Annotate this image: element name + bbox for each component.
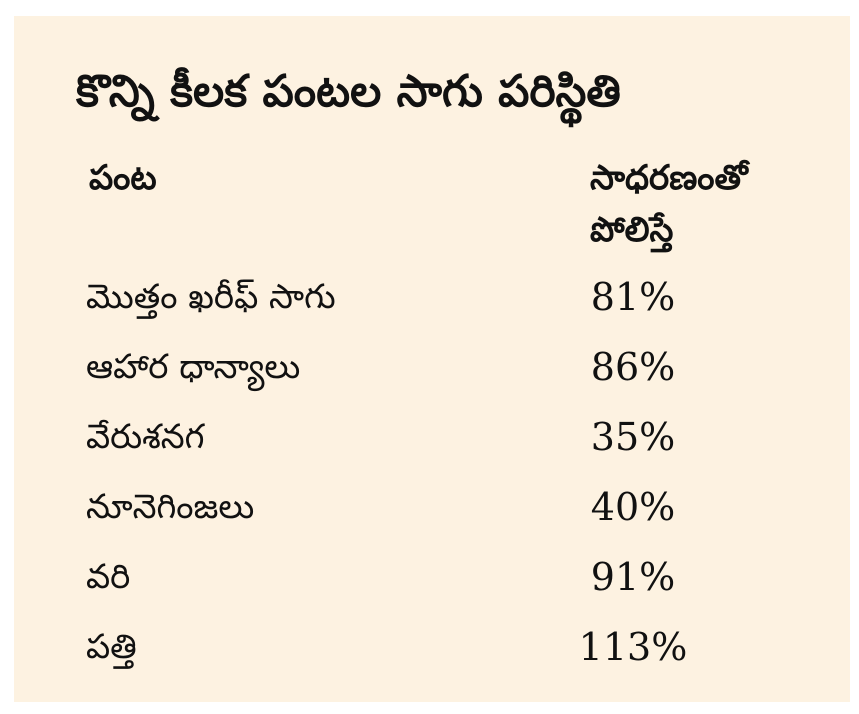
- percent-value: 91%: [590, 555, 676, 599]
- crop-name: వేరుశనగ: [86, 417, 205, 457]
- percent-value: 40%: [590, 485, 676, 529]
- crop-name: వరి: [86, 557, 131, 597]
- title: కొన్ని కీలక పంటల సాగు పరిస్థితి: [76, 66, 621, 117]
- header-cell: సాధరణంతో పోలిస్తే: [590, 152, 748, 256]
- header-line: సాధరణంతో: [590, 158, 748, 198]
- crop-name: పత్తి: [86, 627, 137, 667]
- table-card: కొన్ని కీలక పంటల సాగు పరిస్థితి పంట సాధర…: [14, 16, 850, 702]
- crop-name: మొత్తం ఖరీఫ్ సాగు: [86, 277, 336, 317]
- percent-value: 81%: [590, 275, 676, 319]
- percent-value: 86%: [590, 345, 676, 389]
- header-line: పోలిస్తే: [590, 210, 674, 250]
- percent-value: 35%: [590, 415, 676, 459]
- crop-name: నూనెగింజలు: [86, 487, 255, 527]
- header-cell: పంట: [89, 158, 157, 198]
- percent-value: 113%: [578, 625, 688, 669]
- crop-name: ఆహార ధాన్యాలు: [86, 347, 301, 387]
